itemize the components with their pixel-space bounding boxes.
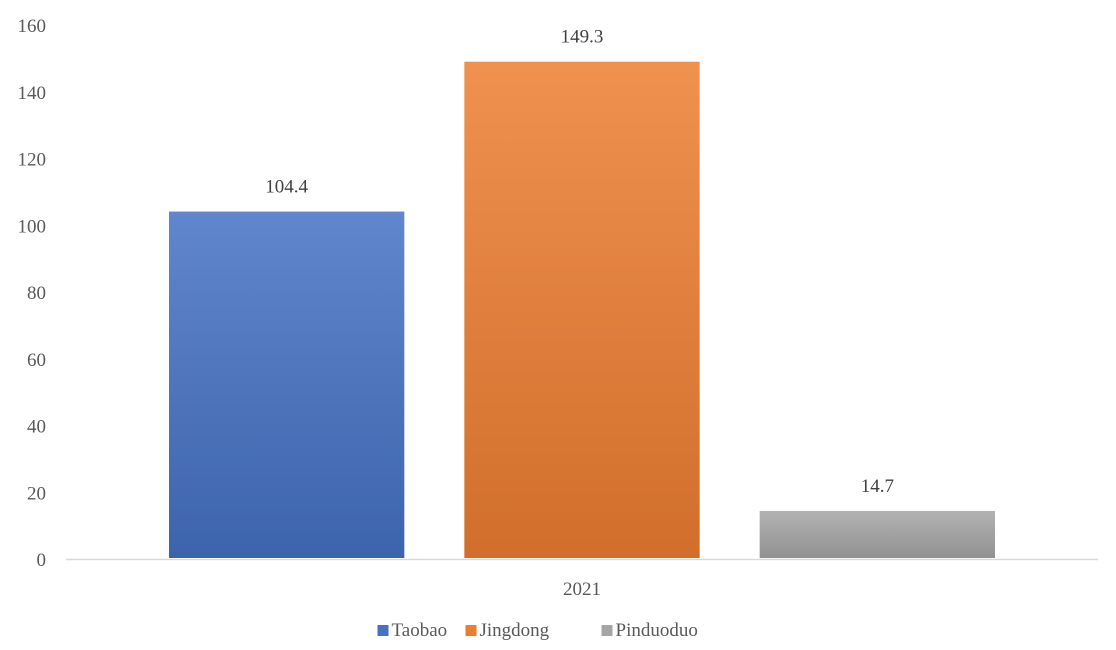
legend-label: Jingdong: [480, 620, 550, 641]
x-category-label: 2021: [563, 579, 601, 600]
legend-swatch: [465, 625, 477, 636]
legend-item-taobao[interactable]: Taobao: [377, 620, 448, 641]
y-tick-label: 80: [27, 283, 46, 304]
y-tick-label: 60: [27, 350, 46, 371]
bar-pinduoduo[interactable]: [757, 508, 998, 560]
x-axis: 2021: [66, 558, 1098, 600]
legend: Taobao Jingdong Pinduoduo: [377, 620, 698, 641]
legend-swatch: [601, 625, 613, 636]
y-tick-label: 40: [27, 417, 46, 438]
legend-item-jingdong[interactable]: Jingdong: [465, 620, 550, 641]
legend-label: Pinduoduo: [616, 620, 698, 641]
legend-item-pinduoduo[interactable]: Pinduoduo: [601, 620, 698, 641]
data-label: 14.7: [861, 476, 894, 497]
y-tick-label: 120: [18, 150, 47, 171]
y-tick-label: 140: [18, 83, 47, 104]
y-tick-label: 0: [37, 550, 47, 571]
data-label: 149.3: [561, 27, 604, 48]
data-label: 104.4: [265, 177, 308, 198]
bar-taobao[interactable]: [167, 209, 407, 560]
y-tick-label: 20: [27, 483, 46, 504]
bar-jingdong[interactable]: [462, 59, 702, 561]
bars-group: 104.4 149.3 14.7: [167, 27, 998, 561]
y-tick-label: 160: [18, 16, 47, 37]
y-tick-label: 100: [18, 216, 47, 237]
y-axis: 0 20 40 60 80 100 120 140 160: [18, 16, 47, 571]
legend-swatch: [377, 625, 389, 636]
legend-label: Taobao: [392, 620, 448, 641]
